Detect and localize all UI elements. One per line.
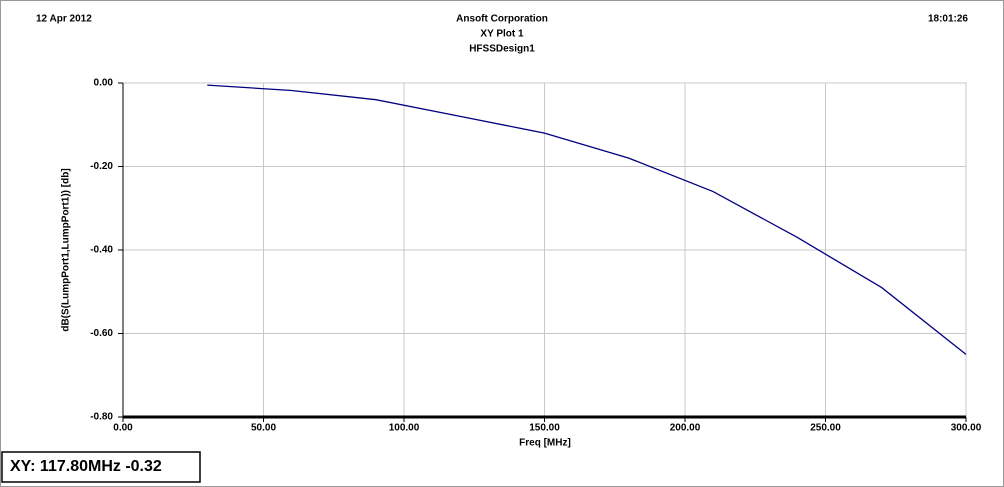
- y-tick-label: -0.80: [90, 412, 113, 423]
- y-axis-label: dB(S(LumpPort1,LumpPort1)) [db]: [61, 168, 72, 331]
- x-tick-label: 250.00: [810, 423, 841, 434]
- y-tick-label: -0.60: [90, 328, 113, 339]
- x-tick-label: 100.00: [389, 423, 420, 434]
- chart-subtitle: HFSSDesign1: [469, 44, 535, 55]
- marker-readout-box: [1, 451, 201, 483]
- x-tick-label: 50.00: [251, 423, 276, 434]
- date: 12 Apr 2012: [36, 14, 92, 25]
- company: Ansoft Corporation: [456, 14, 548, 25]
- marker-readout: XY: 117.80MHz -0.32: [10, 458, 162, 475]
- x-tick-label: 200.00: [670, 423, 701, 434]
- y-tick-label: -0.20: [90, 161, 113, 172]
- series-line: [207, 84, 967, 355]
- time: 18:01:26: [928, 14, 968, 25]
- x-tick-label: 150.00: [529, 423, 560, 434]
- y-tick-label: -0.40: [90, 245, 113, 256]
- x-tick-label: 300.00: [951, 423, 982, 434]
- chart-title: XY Plot 1: [480, 29, 524, 40]
- x-tick-label: 0.00: [113, 423, 133, 434]
- y-tick-label: 0.00: [94, 78, 114, 89]
- x-axis-label: Freq [MHz]: [519, 438, 571, 449]
